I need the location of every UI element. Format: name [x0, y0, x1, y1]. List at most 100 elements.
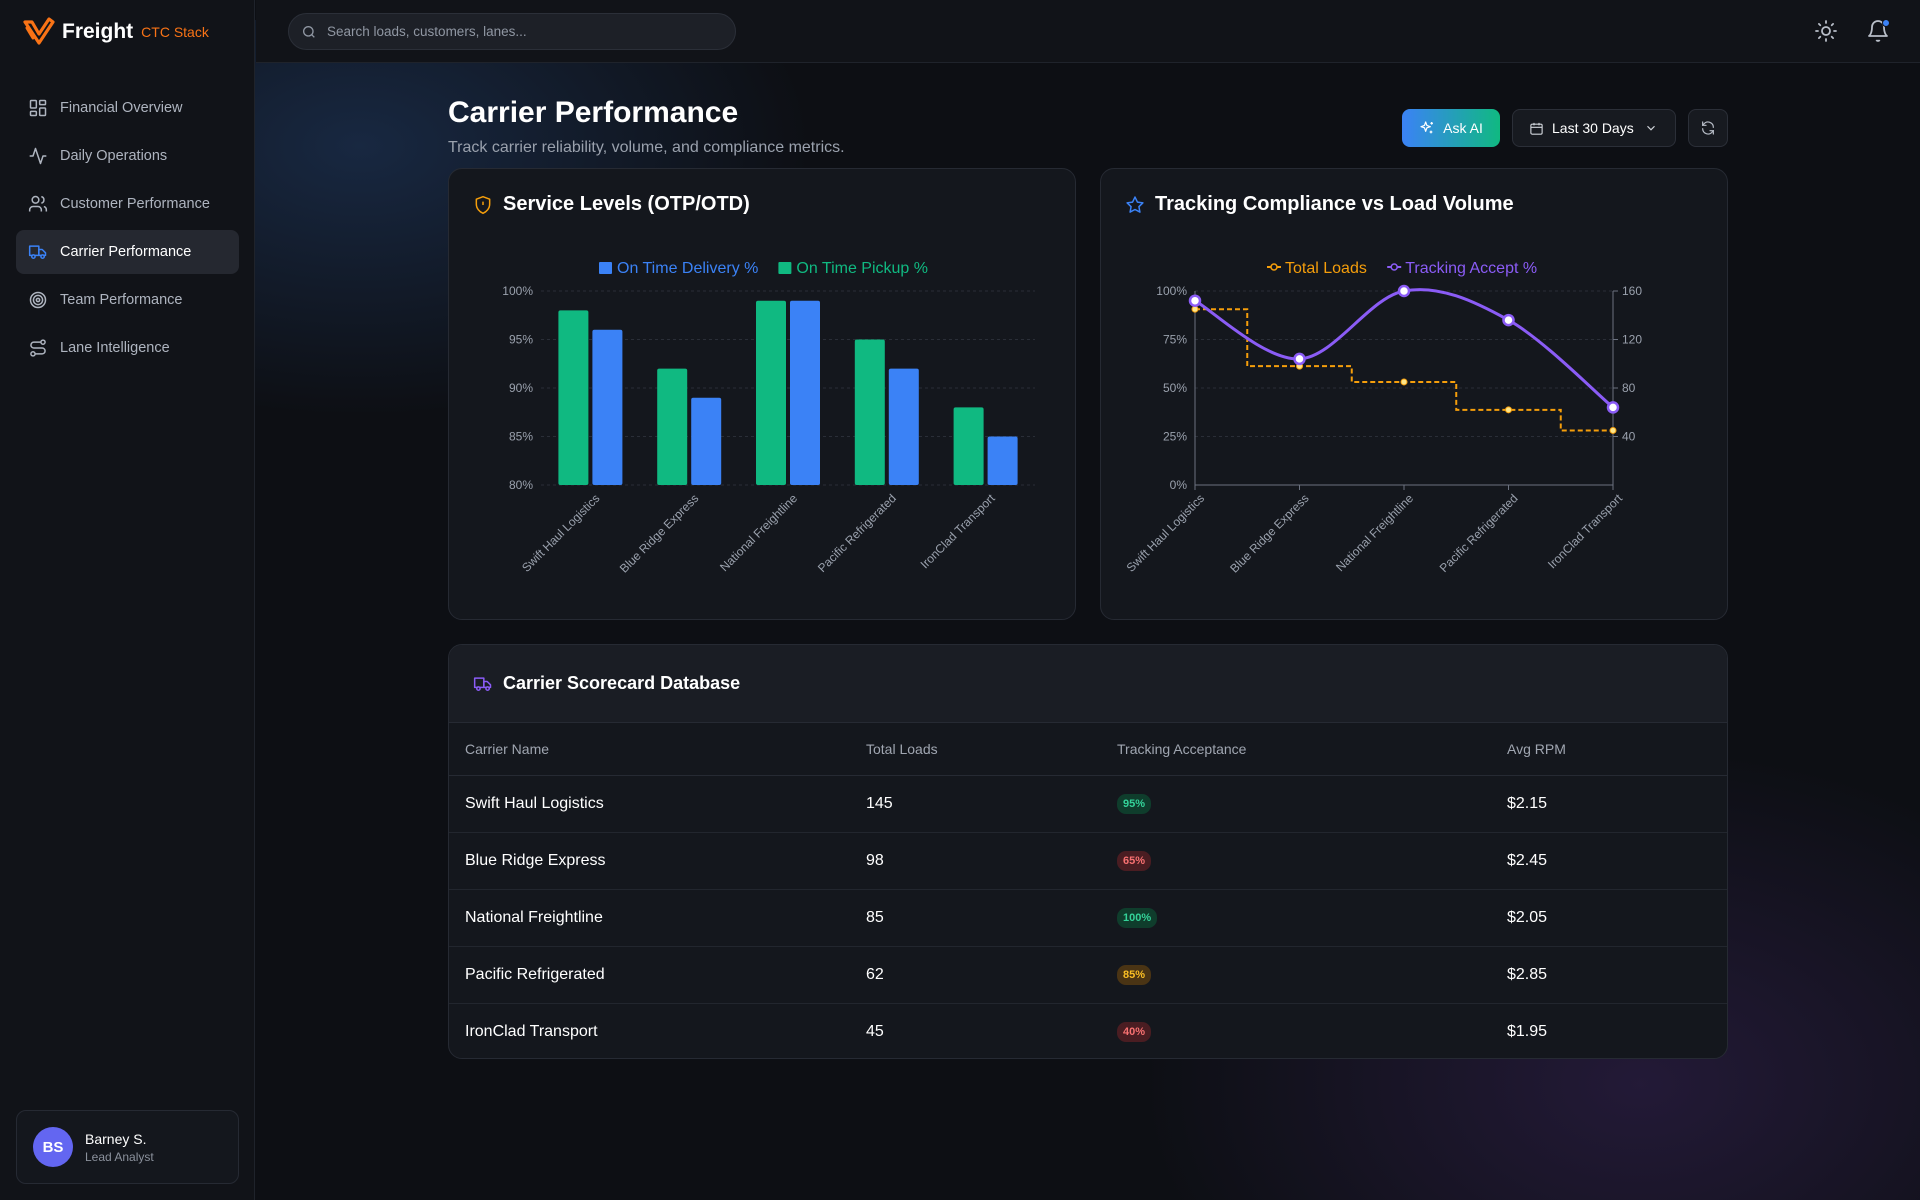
point-tracking-accept [1293, 352, 1306, 366]
carrier-name-cell: Swift Haul Logistics [449, 775, 866, 833]
ask-ai-button[interactable]: Ask AI [1402, 109, 1500, 147]
left-y-tick-label: 50% [1163, 381, 1187, 395]
bar-on-time-delivery [691, 397, 722, 485]
table-row[interactable]: IronClad Transport 45 40% $1.95 [449, 1003, 1727, 1058]
legend-swatch [778, 262, 792, 274]
right-y-tick-label: 40 [1622, 430, 1636, 444]
tracking-acceptance-cell: 95% [1117, 775, 1507, 833]
table-row[interactable]: National Freightline 85 100% $2.05 [449, 889, 1727, 947]
star-icon [1126, 195, 1144, 213]
point-total-loads [1609, 426, 1617, 434]
point-tracking-accept [1397, 284, 1411, 298]
status-badge: 100% [1117, 907, 1158, 928]
point-total-loads [1505, 406, 1512, 414]
bar-on-time-delivery [888, 368, 919, 485]
brand[interactable]: Freight CTC Stack [22, 16, 209, 48]
bar-on-time-pickup [558, 310, 589, 485]
sidebar-item-label: Team Performance [60, 292, 183, 308]
tracking-acceptance-cell: 100% [1117, 889, 1507, 947]
theme-toggle-sun-icon[interactable] [1814, 19, 1838, 43]
y-tick-label: 95% [509, 333, 533, 347]
sidebar-item-team-performance[interactable]: Team Performance [16, 278, 239, 322]
legend-marker [1270, 263, 1278, 271]
total-loads-cell: 85 [866, 889, 1117, 947]
tracking-acceptance-cell: 85% [1117, 946, 1507, 1004]
search-input[interactable] [327, 24, 727, 39]
route-icon [30, 339, 46, 357]
truck-icon [28, 245, 47, 259]
sidebar-item-label: Lane Intelligence [60, 340, 170, 356]
left-y-tick-label: 75% [1163, 333, 1187, 347]
bar-on-time-pickup [657, 368, 688, 485]
avg-rpm-cell: $2.05 [1507, 889, 1727, 947]
date-range-label: Last 30 Days [1552, 120, 1634, 136]
date-range-dropdown[interactable]: Last 30 Days [1512, 109, 1676, 147]
sidebar-item-lane-intelligence[interactable]: Lane Intelligence [16, 326, 239, 370]
right-y-tick-label: 80 [1622, 381, 1636, 395]
avatar: BS [33, 1127, 73, 1167]
sidebar-item-daily-operations[interactable]: Daily Operations [16, 134, 239, 178]
carrier-name-cell: National Freightline [449, 889, 866, 947]
x-tick-label: Pacific Refrigerated [1437, 491, 1521, 575]
service-levels-card-title: Service Levels (OTP/OTD) [473, 193, 750, 216]
point-tracking-accept [1188, 294, 1202, 307]
brand-subtitle: CTC Stack [141, 24, 209, 40]
sidebar-item-carrier-performance[interactable]: Carrier Performance [16, 230, 239, 274]
truck-icon [473, 676, 492, 691]
service-levels-bar-chart: 80% 85% 90% 95% 100% Swift Haul Logistics Blue… [502, 260, 1035, 576]
column-header-carrier-name[interactable]: Carrier Name [449, 723, 866, 776]
total-loads-cell: 145 [866, 775, 1117, 833]
top-bar [256, 0, 1920, 63]
bar-on-time-delivery [592, 329, 623, 485]
x-tick-label: IronClad Transport [918, 491, 999, 572]
column-header-avg-rpm[interactable]: Avg RPM [1507, 723, 1727, 776]
sidebar-item-customer-performance[interactable]: Customer Performance [16, 182, 239, 226]
avg-rpm-cell: $2.45 [1507, 832, 1727, 890]
sparkles-icon [1420, 121, 1434, 134]
bar-on-time-pickup [854, 339, 885, 485]
page-subtitle: Track carrier reliability, volume, and c… [448, 139, 845, 156]
point-tracking-accept [1502, 313, 1515, 327]
series-line-tracking-accept [1194, 288, 1614, 409]
legend-swatch [599, 262, 612, 274]
scorecard-header: Carrier Scorecard Database [449, 645, 1727, 723]
column-header-tracking-acceptance[interactable]: Tracking Acceptance [1117, 723, 1507, 776]
table-row[interactable]: Swift Haul Logistics 145 95% $2.15 [449, 775, 1727, 833]
legend-label: Total Loads [1285, 260, 1367, 277]
status-badge: 95% [1117, 793, 1152, 814]
sidebar-item-label: Customer Performance [60, 196, 210, 212]
avg-rpm-cell: $1.95 [1507, 1022, 1548, 1040]
total-loads-cell: 62 [866, 946, 1117, 1004]
right-y-tick-label: 160 [1622, 284, 1642, 298]
column-header-total-loads[interactable]: Total Loads [866, 723, 1117, 776]
right-y-tick-label: 120 [1622, 333, 1642, 347]
sidebar-item-label: Carrier Performance [60, 244, 192, 260]
left-y-tick-label: 25% [1163, 430, 1187, 444]
table-row[interactable]: Pacific Refrigerated 62 85% $2.85 [449, 946, 1727, 1004]
notification-dot [1882, 19, 1890, 27]
x-tick-label: Blue Ridge Express [1227, 491, 1311, 575]
carrier-scorecard-card: Carrier Scorecard Database Carrier Name … [448, 644, 1728, 1059]
carrier-name-cell: Pacific Refrigerated [449, 946, 866, 1004]
legend-label: Tracking Accept % [1405, 260, 1537, 277]
search-bar[interactable] [288, 13, 736, 50]
total-loads-cell: 45 [866, 1022, 884, 1040]
y-tick-label: 100% [502, 284, 533, 298]
table-row[interactable]: Blue Ridge Express 98 65% $2.45 [449, 832, 1727, 890]
avg-rpm-cell: $2.85 [1507, 946, 1727, 1004]
bar-on-time-pickup [953, 407, 984, 485]
y-tick-label: 80% [509, 478, 533, 492]
y-tick-label: 85% [509, 430, 533, 444]
tracking-acceptance-cell: 40% [1117, 1003, 1507, 1058]
y-tick-label: 90% [509, 381, 533, 395]
notifications-button[interactable] [1866, 19, 1890, 43]
chevron-down-icon [1646, 125, 1655, 131]
tracking-compliance-card-title: Tracking Compliance vs Load Volume [1125, 193, 1514, 216]
user-profile-card[interactable]: BS Barney S. Lead Analyst [16, 1110, 239, 1184]
sidebar-item-financial-overview[interactable]: Financial Overview [16, 86, 239, 130]
carrier-name-cell: IronClad Transport [465, 1022, 598, 1040]
refresh-button[interactable] [1688, 109, 1728, 147]
bar-on-time-delivery [987, 436, 1018, 485]
total-loads-cell: 98 [866, 832, 1117, 890]
left-y-tick-label: 0% [1170, 478, 1188, 492]
